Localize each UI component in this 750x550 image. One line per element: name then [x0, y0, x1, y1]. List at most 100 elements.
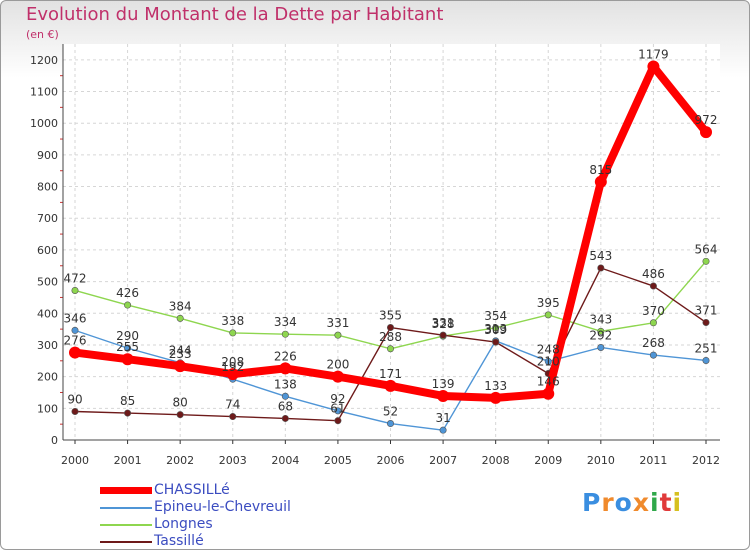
x-tick-label: 2004 — [271, 454, 299, 467]
data-label: 251 — [695, 341, 718, 355]
data-label: 208 — [221, 355, 244, 369]
x-tick-label: 2000 — [61, 454, 89, 467]
y-tick-label: 100 — [37, 402, 58, 415]
data-point — [544, 311, 552, 319]
data-point — [702, 318, 710, 326]
data-point — [334, 407, 342, 415]
data-point — [649, 282, 657, 290]
data-label: 370 — [642, 304, 665, 318]
data-label: 139 — [432, 377, 455, 391]
data-point — [437, 389, 450, 402]
data-label: 31 — [435, 411, 450, 425]
data-label: 384 — [169, 299, 192, 313]
data-point — [331, 370, 344, 383]
y-tick-label: 200 — [37, 371, 58, 384]
logo-letter: r — [601, 488, 615, 517]
data-point — [124, 409, 132, 417]
data-point — [281, 392, 289, 400]
data-label: 334 — [274, 315, 297, 329]
x-tick-label: 2012 — [692, 454, 720, 467]
data-label: 371 — [695, 303, 718, 317]
logo-letter: P — [582, 488, 602, 517]
data-label: 210 — [537, 354, 560, 368]
data-point — [226, 368, 239, 381]
x-tick-label: 2006 — [377, 454, 405, 467]
data-label: 815 — [589, 163, 612, 177]
y-tick-label: 300 — [37, 339, 58, 352]
proxiti-logo: Proxiti — [582, 488, 682, 517]
data-point — [124, 344, 132, 352]
legend-label: CHASSILLé — [154, 482, 230, 498]
data-point — [384, 379, 397, 392]
data-label: 328 — [432, 317, 455, 331]
data-point — [334, 331, 342, 339]
data-point — [69, 346, 81, 359]
logo-letter: o — [614, 488, 633, 517]
data-label: 290 — [116, 329, 139, 343]
data-label: 233 — [169, 347, 192, 361]
data-point — [229, 329, 237, 337]
unit-label: (en €) — [26, 28, 59, 41]
data-point — [71, 407, 79, 415]
data-label: 85 — [120, 394, 135, 408]
x-tick-label: 2003 — [219, 454, 247, 467]
data-point — [492, 338, 500, 346]
data-label: 61 — [330, 402, 345, 416]
data-point — [597, 327, 605, 335]
data-label: 331 — [326, 316, 349, 330]
data-label: 354 — [484, 309, 507, 323]
data-point — [702, 356, 710, 364]
data-label: 276 — [64, 334, 87, 348]
data-label: 338 — [221, 314, 244, 328]
data-label: 288 — [379, 330, 402, 344]
data-point — [71, 286, 79, 294]
data-label: 426 — [116, 286, 139, 300]
data-label: 80 — [173, 396, 188, 410]
data-point — [281, 330, 289, 338]
data-point — [71, 326, 79, 334]
data-point — [124, 301, 132, 309]
data-label: 248 — [537, 342, 560, 356]
legend-label: Epineu-le-Chevreuil — [154, 499, 291, 515]
data-point — [647, 60, 660, 73]
data-label: 1179 — [638, 47, 669, 61]
data-point — [597, 343, 605, 351]
data-point — [334, 417, 342, 425]
data-label: 200 — [326, 358, 349, 372]
data-label: 90 — [67, 392, 82, 406]
x-tick-label: 2008 — [482, 454, 510, 467]
logo-letter: i — [650, 488, 660, 517]
data-label: 52 — [383, 405, 398, 419]
data-label: 309 — [484, 323, 507, 337]
data-label: 146 — [537, 375, 560, 389]
data-label: 255 — [116, 340, 139, 354]
data-point — [489, 391, 502, 404]
data-label: 543 — [589, 249, 612, 263]
logo-letter: t — [659, 488, 673, 517]
data-label: 346 — [64, 311, 87, 325]
data-point — [174, 360, 187, 373]
data-label: 244 — [169, 344, 192, 358]
data-label: 138 — [274, 377, 297, 391]
x-tick-label: 2010 — [587, 454, 615, 467]
data-point — [386, 345, 394, 353]
data-label: 192 — [221, 360, 244, 374]
data-label: 226 — [274, 349, 297, 363]
data-point — [597, 264, 605, 272]
legend-swatch — [100, 507, 152, 509]
data-label: 171 — [379, 367, 402, 381]
data-label: 92 — [330, 392, 345, 406]
y-tick-label: 800 — [37, 181, 58, 194]
data-label: 331 — [432, 316, 455, 330]
data-label: 68 — [278, 399, 293, 413]
data-point — [594, 175, 607, 188]
data-point — [439, 426, 447, 434]
y-tick-label: 1000 — [30, 117, 58, 130]
y-tick-label: 0 — [51, 434, 58, 447]
data-point — [702, 257, 710, 265]
x-tick-label: 2001 — [114, 454, 142, 467]
data-label: 292 — [589, 328, 612, 342]
data-point — [121, 353, 134, 366]
data-point — [700, 126, 712, 139]
